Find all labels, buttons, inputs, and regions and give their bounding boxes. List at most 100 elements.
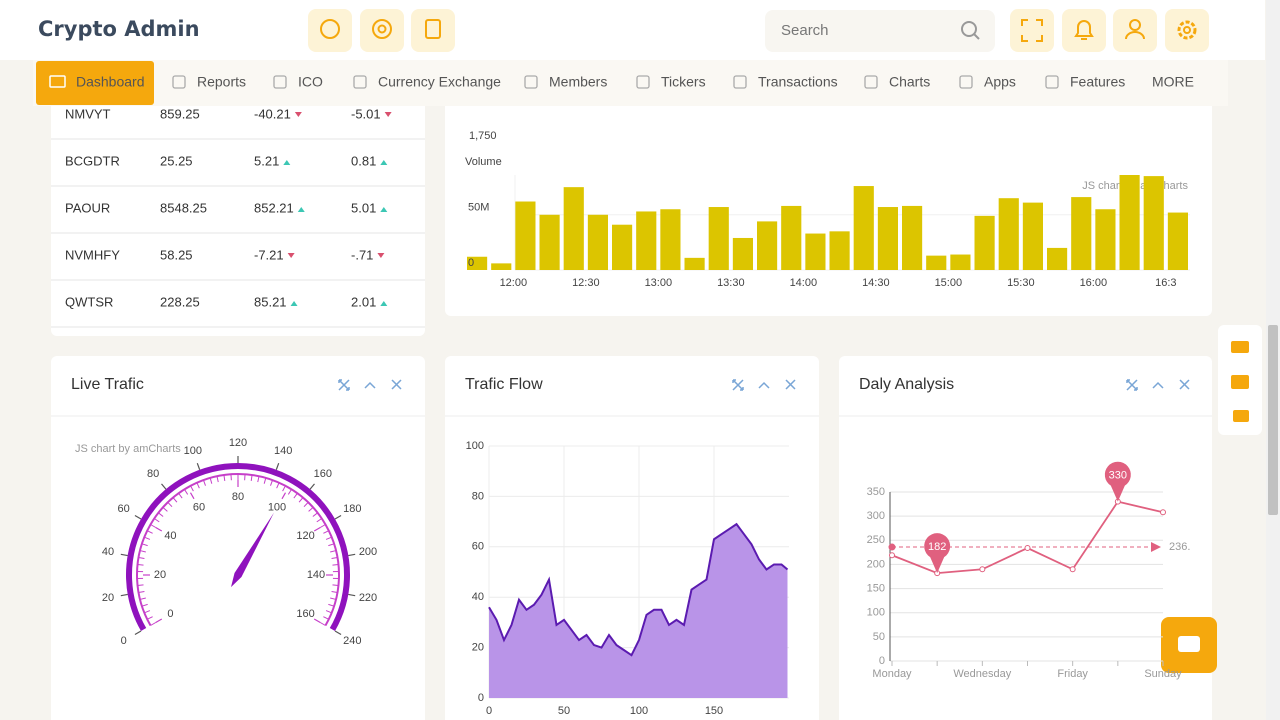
- fullscreen-button[interactable]: [1010, 9, 1054, 52]
- mention-button[interactable]: [360, 9, 404, 52]
- gauge-tick: [196, 462, 201, 470]
- tool-icon[interactable]: [1231, 341, 1249, 353]
- point: [979, 566, 986, 573]
- bar: [660, 209, 681, 270]
- minor-tick: [332, 584, 339, 587]
- gauge-tick: [189, 492, 195, 500]
- gauge-tick-label: 20: [102, 592, 114, 604]
- table-cell: 2.01: [351, 294, 376, 309]
- gauge-tick-label: 120: [229, 437, 247, 449]
- close-icon[interactable]: [1179, 379, 1190, 390]
- collapse-icon[interactable]: [758, 381, 770, 389]
- bar: [853, 186, 874, 270]
- down-arrow: [377, 253, 385, 258]
- search-box[interactable]: [765, 10, 995, 52]
- up-arrow: [290, 301, 298, 306]
- up-arrow: [283, 160, 291, 165]
- average-label: 236.: [1169, 541, 1190, 553]
- minor-tick: [328, 603, 335, 607]
- nav-item[interactable]: Dashboard: [76, 74, 145, 90]
- minor-tick: [139, 550, 146, 553]
- minor-tick: [167, 501, 173, 508]
- minor-tick: [150, 622, 156, 626]
- search-icon: [961, 21, 977, 37]
- collapse-icon[interactable]: [1152, 381, 1164, 389]
- collapse-icon[interactable]: [364, 381, 376, 389]
- chat-button[interactable]: [308, 9, 352, 52]
- table-cell: 859.25: [160, 106, 200, 121]
- minor-tick: [312, 512, 318, 517]
- gauge-tick-label: 60: [193, 501, 205, 513]
- gauge-tick-label: 160: [314, 468, 332, 480]
- up-arrow: [380, 301, 388, 306]
- table-cell: 852.21: [254, 200, 294, 215]
- expand-icon[interactable]: [732, 379, 744, 391]
- minor-tick: [209, 477, 213, 484]
- minor-tick: [150, 524, 156, 528]
- gauge-tick-label: 240: [343, 635, 361, 647]
- minor-tick: [328, 543, 335, 547]
- minor-tick: [330, 597, 337, 600]
- tickers-card: [51, 95, 425, 336]
- nav-item[interactable]: Currency Exchange: [378, 74, 501, 90]
- nav-item[interactable]: Tickers: [661, 74, 706, 90]
- tool-icon[interactable]: [1233, 410, 1249, 422]
- nav-icon: [864, 75, 878, 89]
- nav-item[interactable]: Features: [1070, 74, 1125, 90]
- nav-item[interactable]: MORE: [1152, 74, 1194, 90]
- table-cell: 228.25: [160, 294, 200, 309]
- x-tick-label: 13:30: [717, 277, 745, 289]
- gauge-tick: [161, 483, 167, 490]
- nav-item[interactable]: Members: [549, 74, 607, 90]
- credit: JS chart by amCharts: [75, 443, 181, 455]
- close-icon[interactable]: [391, 379, 402, 390]
- gauge-tick: [134, 630, 142, 636]
- close-icon[interactable]: [785, 379, 796, 390]
- search-placeholder: Search: [781, 22, 829, 39]
- bar: [926, 255, 947, 270]
- nav-item[interactable]: Charts: [889, 74, 930, 90]
- search-icon: [973, 33, 980, 40]
- minor-tick: [298, 497, 304, 503]
- bar: [491, 263, 512, 270]
- settings-button[interactable]: [1165, 9, 1209, 52]
- expand-icon[interactable]: [338, 379, 350, 391]
- table-cell: QWTSR: [65, 294, 113, 309]
- nav-item[interactable]: Reports: [197, 74, 246, 90]
- x-tick-label: 15:00: [935, 277, 963, 289]
- bar: [1167, 212, 1188, 270]
- tool-icon[interactable]: [1231, 375, 1249, 389]
- bar: [805, 233, 826, 270]
- minor-tick: [137, 584, 144, 587]
- scrollbar-thumb[interactable]: [1268, 325, 1278, 515]
- table-cell: 5.21: [254, 153, 279, 168]
- nav-item[interactable]: Apps: [984, 74, 1016, 90]
- expand-icon[interactable]: [1126, 379, 1138, 391]
- pin: [924, 533, 951, 574]
- average-start: [888, 543, 896, 551]
- gauge-tick-label: 40: [164, 530, 176, 542]
- table-cell: 85.21: [254, 294, 287, 309]
- clipboard-icon: [425, 19, 441, 39]
- gauge-tick: [155, 618, 163, 624]
- minor-tick: [202, 479, 206, 486]
- nav-item[interactable]: ICO: [298, 74, 323, 90]
- gauge-tick: [334, 630, 342, 636]
- bar: [563, 187, 584, 270]
- bar: [708, 207, 729, 270]
- clipboard-button[interactable]: [411, 9, 455, 52]
- y-tick-label: 60: [472, 541, 484, 553]
- notification-button[interactable]: [1062, 9, 1106, 52]
- nav-active: [36, 61, 154, 105]
- bar: [998, 198, 1019, 270]
- x-tick-label: 15:30: [1007, 277, 1035, 289]
- nav-icon: [733, 75, 747, 89]
- y-tick-label: 350: [867, 486, 885, 498]
- minor-tick: [276, 482, 280, 489]
- minor-tick: [320, 524, 326, 528]
- nav-item[interactable]: Transactions: [758, 74, 838, 90]
- nav-icon: [353, 75, 367, 89]
- bar: [612, 224, 633, 270]
- bar: [1095, 209, 1116, 270]
- y-tick-label: 200: [867, 558, 885, 570]
